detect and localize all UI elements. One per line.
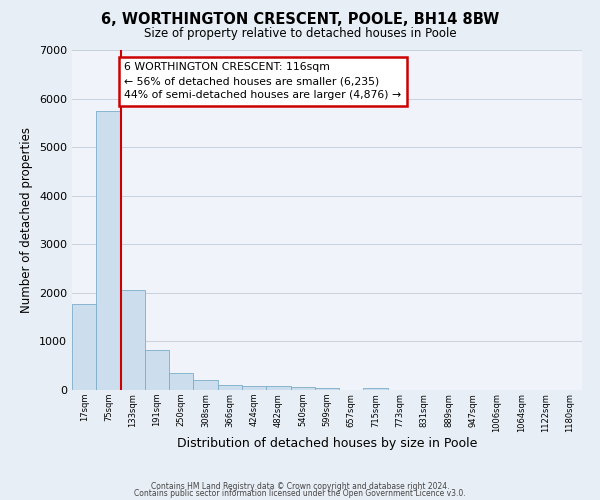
Text: Contains HM Land Registry data © Crown copyright and database right 2024.: Contains HM Land Registry data © Crown c… (151, 482, 449, 491)
Bar (364, 388, 388, 390)
Bar (218, 384, 242, 390)
Bar (266, 386, 290, 390)
Text: Size of property relative to detached houses in Poole: Size of property relative to detached ho… (143, 28, 457, 40)
Bar (315, 388, 339, 390)
Bar (72, 304, 96, 390)
Bar (96, 110, 121, 390)
Bar (121, 290, 145, 390)
Bar (169, 372, 193, 390)
Bar (145, 350, 169, 390)
Bar (290, 388, 315, 390)
Text: Contains public sector information licensed under the Open Government Licence v3: Contains public sector information licen… (134, 490, 466, 498)
Bar (193, 380, 218, 390)
X-axis label: Distribution of detached houses by size in Poole: Distribution of detached houses by size … (177, 438, 477, 450)
Bar (242, 386, 266, 390)
Text: 6, WORTHINGTON CRESCENT, POOLE, BH14 8BW: 6, WORTHINGTON CRESCENT, POOLE, BH14 8BW (101, 12, 499, 28)
Y-axis label: Number of detached properties: Number of detached properties (20, 127, 34, 313)
Text: 6 WORTHINGTON CRESCENT: 116sqm
← 56% of detached houses are smaller (6,235)
44% : 6 WORTHINGTON CRESCENT: 116sqm ← 56% of … (124, 62, 401, 100)
